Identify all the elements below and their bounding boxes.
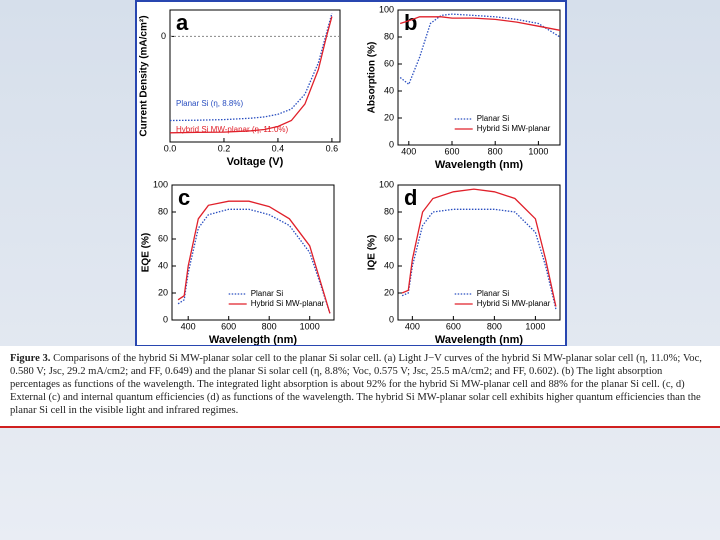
y-tick-label: 0 bbox=[389, 139, 394, 149]
x-tick-label: 0.6 bbox=[326, 143, 339, 153]
legend-label: Hybrid Si MW-planar bbox=[251, 299, 325, 308]
y-tick-label: 60 bbox=[384, 58, 394, 68]
caption-label: Figure 3. bbox=[10, 353, 51, 364]
plot-frame bbox=[397, 184, 561, 321]
panel-label: c bbox=[178, 185, 190, 210]
legend-label: Planar Si bbox=[251, 289, 284, 298]
legend-label: Planar Si bbox=[477, 289, 510, 298]
x-axis-title: Wavelength (nm) bbox=[435, 334, 524, 345]
legend-label: Planar Si bbox=[477, 114, 510, 123]
x-tick-label: 600 bbox=[221, 321, 236, 331]
caption-box: Figure 3. Comparisons of the hybrid Si M… bbox=[0, 346, 720, 428]
x-tick-label: 1000 bbox=[300, 321, 320, 331]
x-axis-title: Wavelength (nm) bbox=[209, 334, 298, 345]
x-tick-label: 0.0 bbox=[164, 143, 177, 153]
y-axis-title: Absorption (%) bbox=[367, 42, 378, 114]
y-tick-label: 40 bbox=[384, 85, 394, 95]
y-tick-label: 60 bbox=[384, 233, 394, 243]
series-line bbox=[401, 208, 557, 310]
series-line bbox=[401, 188, 557, 307]
y-tick-label: 0 bbox=[161, 31, 166, 41]
series-line bbox=[399, 13, 561, 86]
y-tick-label: 80 bbox=[384, 206, 394, 216]
y-tick-label: 40 bbox=[384, 260, 394, 270]
y-tick-label: 20 bbox=[384, 112, 394, 122]
plot-frame bbox=[397, 9, 561, 146]
y-axis-title: EQE (%) bbox=[141, 233, 152, 272]
x-axis-title: Wavelength (nm) bbox=[435, 159, 524, 171]
series-line bbox=[177, 200, 331, 314]
y-axis-title: IQE (%) bbox=[367, 235, 378, 271]
legend-label: Hybrid Si MW-planar (η, 11.0%) bbox=[176, 125, 289, 134]
panel-label: b bbox=[404, 10, 417, 35]
x-tick-label: 400 bbox=[405, 321, 420, 331]
x-tick-label: 0.4 bbox=[272, 143, 285, 153]
y-tick-label: 80 bbox=[158, 206, 168, 216]
figure bbox=[135, 0, 567, 347]
x-tick-label: 800 bbox=[262, 321, 277, 331]
y-tick-label: 0 bbox=[389, 314, 394, 324]
x-tick-label: 800 bbox=[488, 146, 503, 156]
series-line bbox=[177, 208, 331, 314]
legend-label: Hybrid Si MW-planar bbox=[477, 299, 551, 308]
y-tick-label: 20 bbox=[158, 287, 168, 297]
y-tick-label: 100 bbox=[379, 179, 394, 189]
panel-label: a bbox=[176, 10, 189, 35]
plot-frame bbox=[169, 9, 341, 143]
legend-label: Hybrid Si MW-planar bbox=[477, 124, 551, 133]
series-line bbox=[169, 13, 333, 122]
series-line bbox=[400, 16, 561, 31]
y-tick-label: 0 bbox=[163, 314, 168, 324]
y-tick-label: 100 bbox=[153, 179, 168, 189]
x-tick-label: 400 bbox=[181, 321, 196, 331]
x-tick-label: 800 bbox=[487, 321, 502, 331]
y-tick-label: 100 bbox=[379, 4, 394, 14]
y-tick-label: 60 bbox=[158, 233, 168, 243]
caption: Figure 3. Comparisons of the hybrid Si M… bbox=[10, 352, 710, 417]
y-tick-label: 20 bbox=[384, 287, 394, 297]
x-tick-label: 1000 bbox=[525, 321, 545, 331]
x-tick-label: 400 bbox=[401, 146, 416, 156]
x-tick-label: 600 bbox=[446, 321, 461, 331]
x-tick-label: 600 bbox=[444, 146, 459, 156]
figure-panels: a 0.0 0.2 0.4 0.6 0 Voltage (V) Current Density… bbox=[139, 4, 561, 345]
series-line bbox=[169, 16, 333, 134]
caption-text: Comparisons of the hybrid Si MW-planar s… bbox=[10, 353, 702, 416]
plot-frame bbox=[171, 184, 335, 321]
y-tick-label: 80 bbox=[384, 31, 394, 41]
x-tick-label: 1000 bbox=[528, 146, 548, 156]
panel-label: d bbox=[404, 185, 417, 210]
legend-label: Planar Si (η, 8.8%) bbox=[176, 99, 243, 108]
y-axis-title: Current Density (mA/cm²) bbox=[139, 15, 150, 136]
x-axis-title: Voltage (V) bbox=[227, 156, 284, 168]
x-tick-label: 0.2 bbox=[218, 143, 231, 153]
y-tick-label: 40 bbox=[158, 260, 168, 270]
